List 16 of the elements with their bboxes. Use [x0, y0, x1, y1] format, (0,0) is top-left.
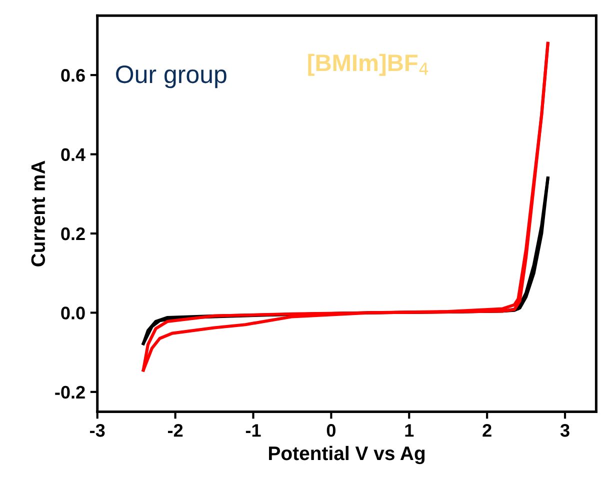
x-tick-label: -3	[90, 424, 105, 437]
x-tick-label: 2	[482, 424, 492, 437]
y-tick-label: 0.4	[61, 148, 86, 161]
text: Our group	[116, 65, 226, 88]
x-tick-label: 1	[405, 424, 414, 437]
y-tick-label: 0.0	[61, 306, 85, 320]
annotation: [BMIm]BF$_{4}$	[308, 54, 428, 76]
x-tick-label: 3	[560, 424, 570, 437]
x-tick-label: 0	[326, 424, 336, 437]
x-tick-label: -2	[168, 424, 183, 437]
y-axis-title: Current mA	[31, 160, 46, 266]
x-tick-label: -1	[246, 424, 261, 437]
y-tick-label: 0.6	[61, 68, 85, 82]
y-tick-label: 0.2	[61, 227, 85, 240]
x-axis-title: Potential V vs Ag	[269, 446, 425, 464]
y-tick-label: -0.2	[55, 386, 85, 399]
